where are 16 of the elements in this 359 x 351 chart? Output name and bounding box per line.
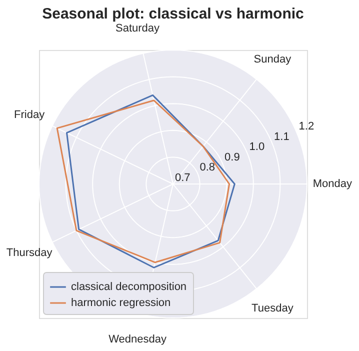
y-tick-label: 0.7 bbox=[175, 172, 190, 184]
spoke-label: Friday bbox=[14, 108, 46, 121]
spoke-label: Monday bbox=[312, 178, 353, 190]
legend-label: harmonic regression bbox=[71, 297, 171, 309]
spoke-label: Thursday bbox=[6, 247, 53, 260]
spoke-label: Tuesday bbox=[252, 302, 294, 315]
y-tick-label: 0.8 bbox=[200, 162, 216, 174]
y-tick-label: 1.0 bbox=[249, 141, 265, 154]
y-tick-label: 1.1 bbox=[274, 130, 290, 143]
y-tick-label: 0.9 bbox=[224, 151, 240, 164]
legend-label: classical decomposition bbox=[71, 281, 187, 293]
spoke-label: Sunday bbox=[254, 53, 292, 66]
spoke-label: Saturday bbox=[116, 22, 160, 35]
y-tick-label: 1.2 bbox=[298, 120, 314, 133]
spoke-label: Wednesday bbox=[108, 333, 167, 346]
chart-title: Seasonal plot: classical vs harmonic bbox=[42, 6, 304, 23]
